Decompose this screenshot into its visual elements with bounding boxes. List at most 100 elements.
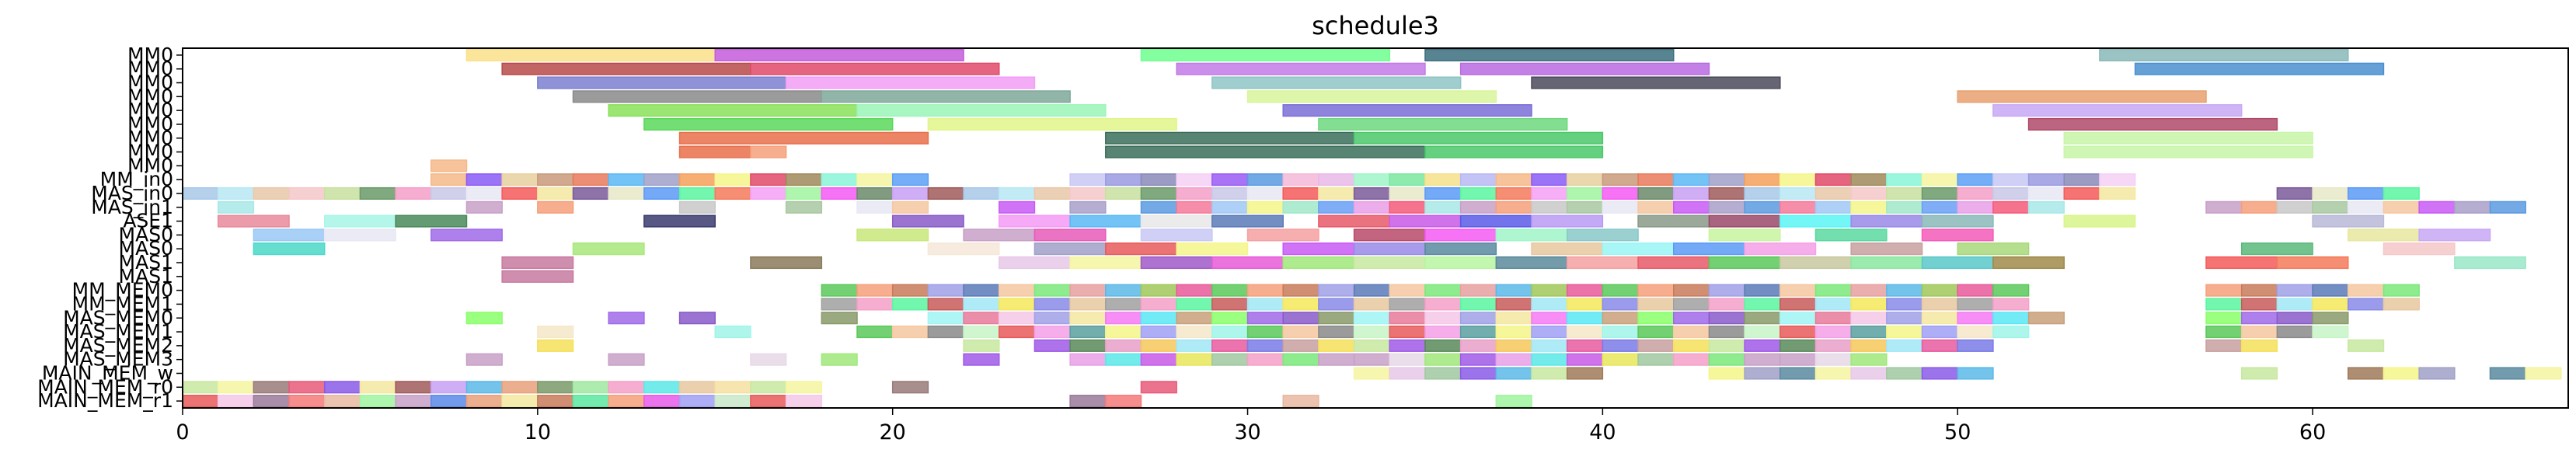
task-bar — [1531, 214, 1604, 228]
task-bar — [1246, 200, 1284, 214]
task-bar — [1211, 200, 1249, 214]
task-bar — [1424, 256, 1497, 270]
task-bar — [1708, 284, 1745, 297]
y-tick-label: MAS_MEM0 — [63, 306, 173, 329]
y-tick-label: MM0 — [127, 85, 173, 107]
task-bar — [1814, 367, 1852, 380]
task-bar — [2312, 326, 2349, 339]
task-bar — [1318, 117, 1568, 131]
task-bar — [1211, 298, 1249, 311]
task-bar — [1531, 326, 1568, 339]
task-bar — [1389, 186, 1426, 200]
task-bar — [1140, 312, 1177, 325]
task-bar — [2205, 298, 2243, 311]
task-bar — [572, 173, 609, 186]
task-bar — [1637, 200, 1675, 214]
task-bar — [1105, 339, 1142, 352]
task-bar — [1708, 312, 1745, 325]
task-bar — [1779, 173, 1817, 186]
task-bar — [501, 256, 574, 270]
task-bar — [1282, 353, 1319, 366]
task-bar — [1353, 284, 1391, 297]
task-bar — [2348, 339, 2385, 352]
y-tick-label: MAIN_MEM_r1 — [37, 389, 173, 412]
task-bar — [1389, 173, 1426, 186]
task-bar — [1850, 367, 1888, 380]
task-bar — [608, 104, 858, 117]
task-bar — [1034, 242, 1107, 256]
task-bar — [1673, 173, 1710, 186]
task-bar — [891, 381, 929, 394]
task-bar — [1105, 145, 1426, 159]
task-bar — [1708, 256, 1781, 270]
task-bar — [537, 339, 574, 352]
task-bar — [1673, 284, 1710, 297]
task-bar — [963, 353, 1000, 366]
task-bar — [1992, 200, 2030, 214]
task-bar — [821, 173, 858, 186]
task-bar — [1105, 395, 1142, 408]
task-bar — [1353, 339, 1391, 352]
task-bar — [1673, 312, 1710, 325]
task-bar — [2099, 186, 2136, 200]
task-bar — [1992, 186, 2030, 200]
task-bar — [1459, 353, 1497, 366]
y-axis: MM0MM0MM0MM0MM0MM0MM0MM0MM0MM_in0MAS_in0… — [37, 44, 183, 412]
task-bar — [1850, 242, 1923, 256]
task-bar — [1531, 284, 1568, 297]
task-bar — [1318, 326, 1355, 339]
task-bar — [572, 381, 609, 394]
y-tick-label: MM0 — [127, 44, 173, 66]
task-bar — [1176, 186, 1213, 200]
y-tick-label: MAS_in1 — [91, 196, 173, 218]
task-bar — [1176, 353, 1213, 366]
task-bar — [1602, 242, 1675, 256]
task-bar — [1602, 298, 1639, 311]
task-bar — [501, 381, 539, 394]
task-bar — [927, 186, 964, 200]
task-bar — [1957, 298, 1994, 311]
task-bar — [2276, 312, 2313, 325]
task-bar — [1318, 284, 1355, 297]
task-bar — [1069, 326, 1107, 339]
task-bar — [1105, 131, 1355, 145]
task-bar — [1814, 353, 1852, 366]
task-bar — [2276, 186, 2313, 200]
task-bar — [856, 326, 894, 339]
task-bar — [1673, 242, 1745, 256]
task-bar — [1353, 312, 1391, 325]
task-bar — [856, 284, 894, 297]
task-bar — [1495, 326, 1532, 339]
task-bar — [1779, 298, 1817, 311]
task-bar — [1318, 353, 1355, 366]
task-bar — [856, 173, 894, 186]
task-bar — [963, 339, 1000, 352]
task-bar — [1744, 298, 1781, 311]
task-bar — [1779, 200, 1817, 214]
task-bar — [2240, 312, 2278, 325]
task-bar — [785, 200, 823, 214]
task-bar — [1246, 228, 1319, 242]
task-bar — [1992, 256, 2065, 270]
task-bar — [1353, 367, 1391, 380]
task-bar — [1886, 326, 1923, 339]
task-bar — [1744, 186, 1781, 200]
task-bar — [1957, 284, 1994, 297]
task-bar — [2348, 284, 2385, 297]
task-bar — [1602, 186, 1639, 200]
task-bar — [1850, 353, 1888, 366]
task-bar — [1211, 214, 1284, 228]
task-bar — [572, 90, 823, 103]
task-bar — [1069, 312, 1107, 325]
task-bar — [1282, 104, 1532, 117]
task-bar — [1886, 298, 1923, 311]
task-bar — [891, 200, 929, 214]
task-bar — [2525, 367, 2562, 380]
task-bar — [1389, 339, 1426, 352]
task-bar — [1282, 326, 1319, 339]
task-bar — [2383, 298, 2420, 311]
x-tick-label: 50 — [1944, 420, 1971, 444]
task-bar — [2240, 339, 2278, 352]
task-bar — [465, 173, 503, 186]
task-bar — [465, 186, 503, 200]
